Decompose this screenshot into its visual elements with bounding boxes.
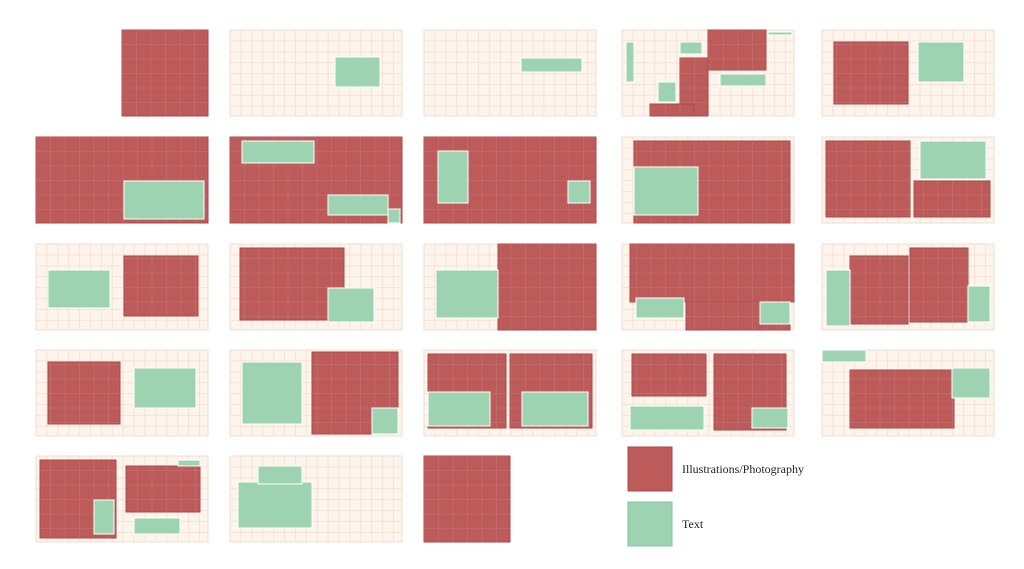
- text-block: [237, 481, 313, 529]
- text-block: [967, 285, 991, 323]
- layout-panels: [35, 29, 995, 543]
- text-block: [679, 41, 703, 55]
- image-block-grid: [630, 244, 794, 302]
- image-block-grid: [632, 354, 706, 396]
- text-block: [327, 287, 375, 323]
- text-block: [133, 367, 197, 409]
- layout-23: [423, 455, 511, 543]
- layout-03: [423, 29, 597, 117]
- text-block: [327, 194, 389, 216]
- text-block: [47, 269, 111, 309]
- layout-18: [423, 349, 597, 437]
- text-block: [241, 140, 315, 164]
- image-block-grid: [48, 362, 120, 424]
- text-block: [437, 150, 469, 204]
- image-block-grid: [240, 248, 344, 320]
- text-block: [919, 140, 987, 180]
- layout-06: [35, 136, 209, 224]
- text-block: [93, 499, 115, 535]
- image-block-grid: [834, 42, 908, 104]
- layout-16: [35, 349, 209, 437]
- image-block-grid: [650, 104, 694, 116]
- legend-text-swatch: [627, 501, 673, 547]
- text-block: [387, 208, 401, 224]
- layout-01: [121, 29, 209, 117]
- layout-14: [621, 243, 795, 331]
- image-block-grid: [850, 256, 908, 324]
- layout-04: [621, 29, 795, 117]
- legend-image-label: Illustrations/Photography: [682, 462, 804, 476]
- text-block: [520, 57, 583, 73]
- layout-12: [229, 243, 403, 331]
- image-block-grid: [850, 370, 954, 428]
- legend-text-label: Text: [682, 517, 704, 531]
- text-block: [951, 367, 991, 399]
- image-block-grid: [424, 456, 510, 542]
- text-block: [751, 407, 789, 429]
- text-block: [257, 465, 303, 485]
- layout-22: [229, 455, 403, 543]
- layout-13: [423, 243, 597, 331]
- layout-10: [821, 136, 995, 224]
- text-block: [719, 73, 767, 87]
- text-block: [521, 391, 589, 427]
- text-block: [821, 349, 867, 363]
- layout-17: [229, 349, 403, 437]
- image-block-grid: [124, 256, 198, 316]
- text-block: [241, 361, 303, 425]
- text-block: [633, 166, 699, 216]
- layout-20: [821, 349, 995, 437]
- text-block: [177, 459, 201, 467]
- image-block-grid: [910, 248, 968, 322]
- text-block: [371, 407, 399, 435]
- layout-08: [423, 136, 597, 224]
- layout-15: [821, 243, 995, 331]
- layout-05: [821, 29, 995, 117]
- text-block: [123, 180, 205, 220]
- layout-02: [229, 29, 403, 117]
- text-block: [629, 405, 705, 431]
- layout-09: [621, 136, 795, 224]
- text-block: [759, 301, 791, 325]
- layout-11: [35, 243, 209, 331]
- image-block-grid: [914, 181, 990, 217]
- page-grid: [424, 30, 596, 116]
- text-block: [917, 41, 965, 83]
- text-block: [567, 180, 591, 204]
- text-block: [825, 269, 851, 327]
- image-block-grid: [826, 141, 910, 217]
- image-block-grid: [122, 30, 208, 116]
- image-block-grid: [708, 30, 766, 70]
- legend: Illustrations/Photography Text: [627, 446, 804, 547]
- image-block-grid: [498, 244, 596, 330]
- text-block: [133, 517, 181, 535]
- image-block-grid: [126, 466, 200, 512]
- layout-21: [35, 455, 209, 543]
- layout-07: [229, 136, 403, 224]
- text-block: [334, 56, 381, 88]
- text-block: [767, 31, 793, 36]
- legend-image-swatch: [627, 446, 673, 492]
- text-block: [657, 81, 677, 103]
- text-block: [435, 269, 499, 319]
- layout-19: [621, 349, 795, 437]
- text-block: [635, 297, 685, 319]
- text-block: [625, 41, 635, 83]
- text-block: [427, 391, 491, 427]
